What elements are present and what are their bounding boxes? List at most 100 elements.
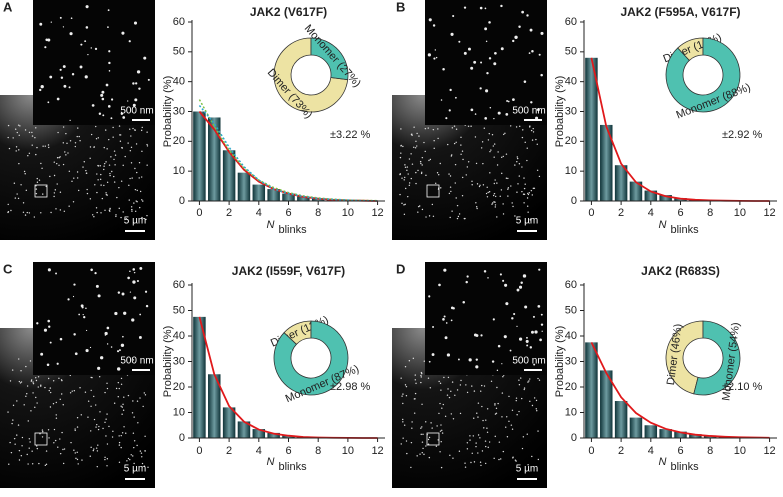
cell-dot bbox=[138, 177, 140, 179]
x-tick-label: 4 bbox=[648, 445, 654, 457]
cell-dot bbox=[91, 376, 93, 379]
cell-dot bbox=[17, 124, 20, 126]
cell-dot bbox=[403, 204, 405, 206]
cell-dot bbox=[53, 161, 55, 163]
cell-dot bbox=[435, 445, 438, 447]
cell-dot bbox=[120, 377, 123, 380]
cell-dot bbox=[55, 208, 57, 210]
cell-dot bbox=[140, 452, 143, 454]
bar bbox=[659, 195, 672, 201]
cell-dot bbox=[501, 172, 503, 175]
y-tick-label: 0 bbox=[179, 432, 185, 444]
cell-dot bbox=[452, 418, 455, 420]
inset-dot bbox=[138, 336, 142, 339]
cell-dot bbox=[511, 428, 514, 430]
cell-dot bbox=[90, 446, 92, 449]
cell-dot bbox=[76, 426, 79, 428]
cell-dot bbox=[99, 165, 102, 167]
cell-dot bbox=[475, 445, 477, 448]
inset-dot bbox=[514, 35, 518, 39]
inset-dot bbox=[493, 62, 497, 66]
inset-dot bbox=[127, 100, 129, 102]
cell-dot bbox=[473, 461, 476, 463]
cell-dot bbox=[47, 144, 50, 146]
inset-dot bbox=[127, 276, 130, 280]
cell-dot bbox=[18, 149, 20, 151]
cell-dot bbox=[136, 189, 138, 192]
cell-dot bbox=[141, 456, 143, 458]
cell-dot bbox=[501, 416, 503, 418]
cell-dot bbox=[112, 430, 114, 433]
cell-dot bbox=[30, 379, 33, 381]
cell-dot bbox=[474, 136, 477, 138]
cell-dot bbox=[74, 145, 77, 148]
cell-dot bbox=[461, 194, 464, 197]
cell-dot bbox=[475, 442, 477, 444]
inset-dot bbox=[536, 108, 540, 112]
inset-dot bbox=[530, 101, 533, 104]
inset-dot bbox=[90, 47, 92, 49]
inset-dot bbox=[49, 75, 53, 79]
inset-dot bbox=[484, 27, 488, 31]
cell-dot bbox=[436, 425, 438, 427]
cell-dot bbox=[112, 126, 114, 129]
cell-dot bbox=[74, 428, 76, 430]
cell-dot bbox=[90, 133, 93, 136]
cell-dot bbox=[71, 180, 73, 183]
cell-dot bbox=[459, 412, 462, 415]
cell-dot bbox=[109, 210, 111, 212]
annotation: ±2.10 % bbox=[722, 381, 763, 393]
cell-dot bbox=[510, 185, 512, 187]
cell-dot bbox=[399, 173, 401, 176]
cell-dot bbox=[48, 437, 50, 439]
cell-dot bbox=[427, 377, 430, 379]
inset-dot bbox=[526, 336, 528, 339]
inset-dot bbox=[540, 313, 543, 316]
cell-dot bbox=[96, 191, 98, 194]
cell-dot bbox=[487, 191, 489, 194]
inset-dot bbox=[59, 337, 63, 341]
cell-dot bbox=[461, 176, 464, 179]
cell-dot bbox=[36, 146, 38, 149]
cell-dot bbox=[126, 460, 128, 462]
cell-dot bbox=[63, 210, 66, 212]
donut-segment bbox=[665, 320, 704, 395]
chart-title: JAK2 (F595A, V617F) bbox=[620, 5, 740, 19]
inset-dot bbox=[450, 32, 454, 36]
cell-dot bbox=[488, 191, 491, 193]
cell-dot bbox=[40, 384, 42, 386]
inset-dot bbox=[104, 334, 107, 336]
cell-dot bbox=[493, 201, 495, 203]
cell-dot bbox=[96, 211, 98, 214]
cell-dot bbox=[494, 413, 497, 415]
cell-dot bbox=[400, 152, 402, 154]
inset-dot bbox=[74, 352, 78, 356]
inset-dot bbox=[129, 270, 131, 273]
cell-dot bbox=[518, 410, 520, 413]
cell-dot bbox=[120, 180, 123, 182]
inset-dot bbox=[72, 295, 75, 298]
scale-label: 500 nm bbox=[120, 356, 153, 367]
cell-dot bbox=[143, 392, 146, 394]
inset-dot bbox=[120, 343, 125, 347]
bar bbox=[614, 165, 628, 201]
cell-dot bbox=[493, 156, 495, 158]
cell-dot bbox=[29, 441, 31, 443]
cell-dot bbox=[116, 196, 118, 199]
cell-dot bbox=[132, 432, 135, 434]
cell-dot bbox=[30, 410, 32, 412]
inset-dot bbox=[108, 50, 111, 53]
cell-dot bbox=[453, 125, 456, 127]
inset-image bbox=[425, 262, 547, 375]
bar bbox=[297, 196, 310, 201]
inset-dot bbox=[445, 117, 448, 120]
cell-dot bbox=[99, 411, 101, 413]
inset-dot bbox=[107, 9, 110, 12]
inset-dot bbox=[108, 61, 111, 65]
inset-dot bbox=[69, 119, 71, 122]
cell-dot bbox=[118, 207, 120, 210]
cell-dot bbox=[132, 400, 134, 402]
cell-dot bbox=[133, 462, 135, 465]
x-axis-label: blinks bbox=[279, 461, 308, 473]
